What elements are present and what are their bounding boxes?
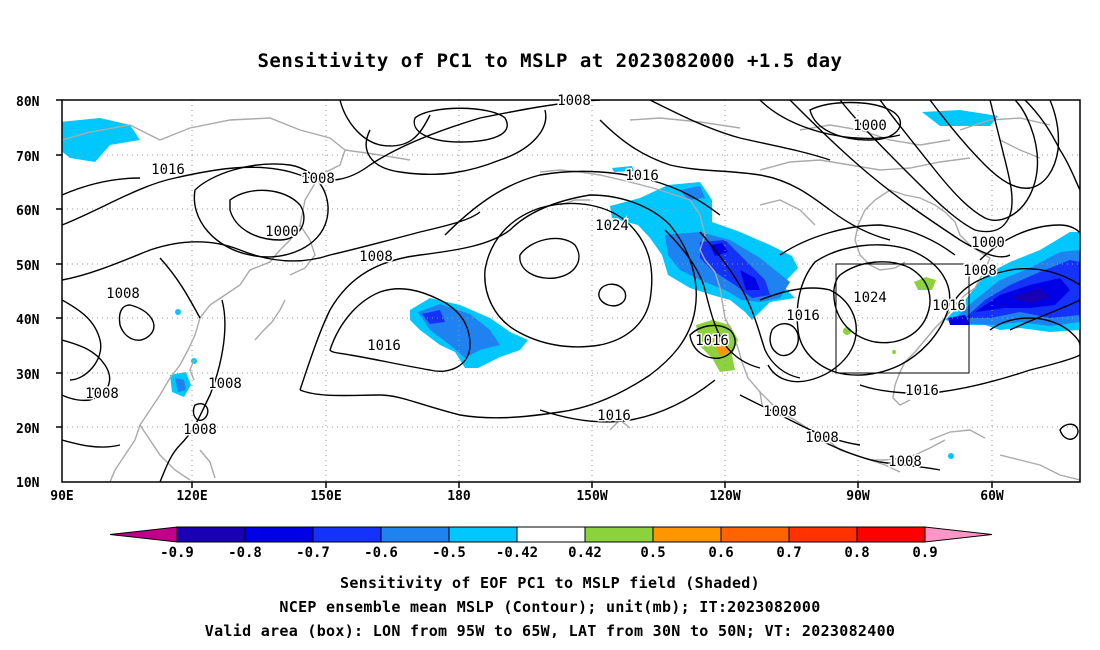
colorbar-label: -0.8 — [228, 545, 262, 561]
colorbar-segment — [312, 526, 382, 543]
colorbar-label: -0.9 — [160, 545, 194, 561]
lat-label: 10N — [16, 476, 40, 491]
colorbar-label: 0.6 — [708, 545, 733, 561]
contour-label: 1016 — [151, 162, 185, 178]
colorbar-segment — [109, 526, 178, 543]
lon-label: 150E — [310, 489, 341, 504]
contour-label: 1016 — [695, 333, 729, 349]
colorbar-label: 0.9 — [912, 545, 937, 561]
contour-label: 1016 — [367, 338, 401, 354]
colorbar-label: -0.42 — [496, 545, 538, 561]
shaded-sensitivity — [62, 110, 1080, 459]
lon-label: 180 — [447, 489, 471, 504]
coastlines — [62, 117, 1080, 482]
grid-lines — [62, 100, 1080, 482]
contour-label: 1008 — [888, 454, 922, 470]
colorbar-segment — [788, 526, 858, 543]
footer-line-1: Sensitivity of EOF PC1 to MSLP field (Sh… — [340, 574, 760, 592]
colorbar-label: 0.42 — [568, 545, 602, 561]
contour-label: 1008 — [85, 386, 119, 402]
contour-label: 1016 — [625, 168, 659, 184]
colorbar-segment — [584, 526, 654, 543]
contour-label: 1000 — [971, 235, 1005, 251]
lon-label: 120W — [709, 489, 740, 504]
colorbar: -0.9 -0.8 -0.7 -0.6 -0.5 -0.42 0.42 0.5 0.6 0.7 0.… — [109, 526, 993, 561]
contour-labels: 1008 1000 1016 1008 1000 1016 1024 1008 1008 1016… — [84, 92, 1007, 472]
colorbar-label: 0.8 — [844, 545, 869, 561]
colorbar-label: -0.7 — [296, 545, 330, 561]
plot-frame — [61, 99, 1081, 483]
colorbar-segment — [380, 526, 450, 543]
colorbar-segment — [856, 526, 926, 543]
contour-label: 1008 — [805, 430, 839, 446]
contour-label: 1000 — [265, 224, 299, 240]
colorbar-label: -0.6 — [364, 545, 398, 561]
lat-label: 40N — [16, 313, 40, 328]
lon-label: 60W — [980, 489, 1004, 504]
lon-label: 150W — [576, 489, 607, 504]
lat-label: 80N — [16, 95, 40, 110]
colorbar-segment — [652, 526, 722, 543]
contour-label: 1008 — [763, 404, 797, 420]
footer-line-2: NCEP ensemble mean MSLP (Contour); unit(… — [279, 598, 821, 616]
contour-label: 1024 — [853, 290, 887, 306]
colorbar-segment — [516, 526, 586, 543]
colorbar-segment — [244, 526, 314, 543]
colorbar-segment — [924, 526, 993, 543]
lon-label: 120E — [176, 489, 207, 504]
colorbar-segment — [176, 526, 246, 543]
lon-label: 90E — [50, 489, 73, 504]
contour-label: 1008 — [301, 171, 335, 187]
lat-label: 30N — [16, 368, 40, 383]
map-title: Sensitivity of PC1 to MSLP at 2023082000… — [257, 50, 843, 72]
mslp-contours — [62, 100, 1080, 482]
lat-label: 20N — [16, 422, 40, 437]
valid-area-box — [835, 263, 970, 374]
lat-label: 70N — [16, 150, 40, 165]
footer-line-3: Valid area (box): LON from 95W to 65W, L… — [204, 622, 896, 640]
lat-label: 50N — [16, 259, 40, 274]
colorbar-segment — [720, 526, 790, 543]
latitude-axis: 80N 70N 60N 50N 40N 30N 20N 10N — [16, 95, 40, 491]
lon-label: 90W — [846, 489, 870, 504]
colorbar-label: 0.7 — [776, 545, 801, 561]
longitude-axis: 90E 120E 150E 180 150W 120W 90W 60W — [50, 489, 1004, 504]
contour-label: 1016 — [786, 308, 820, 324]
contour-label: 1016 — [905, 383, 939, 399]
lat-label: 60N — [16, 204, 40, 219]
colorbar-label: -0.5 — [432, 545, 466, 561]
contour-label: 1024 — [595, 218, 629, 234]
contour-label: 1008 — [963, 263, 997, 279]
contour-label: 1008 — [208, 376, 242, 392]
colorbar-label: 0.5 — [640, 545, 665, 561]
contour-label: 1008 — [106, 286, 140, 302]
contour-label: 1008 — [183, 422, 217, 438]
contour-label: 1000 — [853, 118, 887, 134]
contour-label: 1016 — [597, 408, 631, 424]
contour-label: 1008 — [557, 93, 591, 109]
contour-label: 1016 — [932, 298, 966, 314]
colorbar-segment — [448, 526, 518, 543]
contour-label: 1008 — [359, 249, 393, 265]
